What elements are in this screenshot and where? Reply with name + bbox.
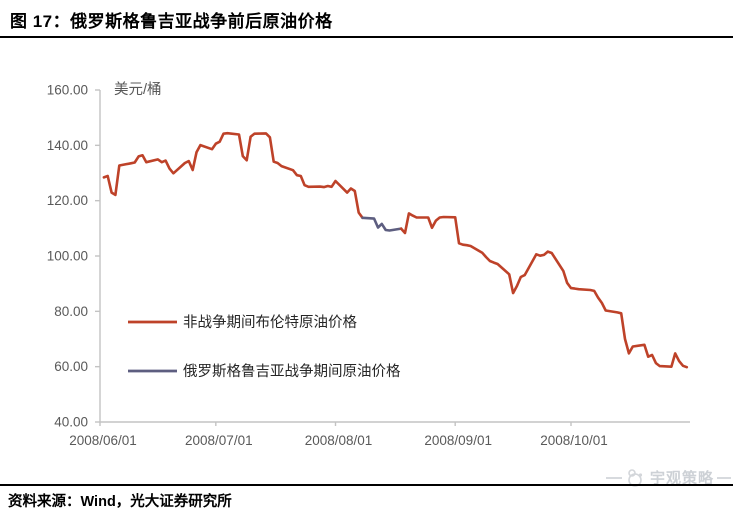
- watermark-line-left: [605, 476, 622, 479]
- x-tick-label: 2008/08/01: [305, 433, 373, 448]
- y-tick-label: 80.00: [54, 304, 88, 319]
- oil-price-line-chart: 160.00 140.00 120.00 100.00 80.00 60.00 40.00 2…: [47, 81, 690, 448]
- legend-label: 非战争期间布伦特原油价格: [183, 313, 357, 331]
- y-tick-label: 160.00: [47, 83, 88, 98]
- series-non-war-brent: [102, 131, 364, 220]
- y-tick-label: 120.00: [47, 193, 88, 208]
- y-tick-label: 140.00: [47, 138, 88, 153]
- legend-item: 俄罗斯格鲁吉亚战争期间原油价格: [128, 362, 401, 380]
- x-tick-label: 2008/09/01: [424, 433, 492, 448]
- legend-item: 非战争期间布伦特原油价格: [128, 313, 357, 331]
- figure-title: 图 17：俄罗斯格鲁吉亚战争前后原油价格: [10, 12, 333, 31]
- title-divider: [0, 36, 733, 38]
- watermark: 宇观策略: [605, 467, 731, 488]
- x-tick-label: 2008/07/01: [185, 433, 253, 448]
- series-non-war-brent: [399, 212, 689, 369]
- watermark-line-right: [717, 476, 731, 479]
- legend-label: 俄罗斯格鲁吉亚战争期间原油价格: [183, 362, 401, 380]
- source-note: 资料来源：Wind，光大证券研究所: [8, 494, 232, 510]
- x-tick-label: 2008/10/01: [540, 433, 608, 448]
- y-tick-label: 60.00: [54, 359, 88, 374]
- axis-unit-label: 美元/桶: [114, 81, 162, 98]
- series-war-period: [361, 216, 403, 232]
- y-tick-label: 100.00: [47, 249, 88, 264]
- footer-divider: [0, 484, 733, 486]
- watermark-text: 宇观策略: [649, 470, 714, 487]
- x-tick-label: 2008/06/01: [69, 433, 137, 448]
- y-tick-label: 40.00: [54, 415, 88, 430]
